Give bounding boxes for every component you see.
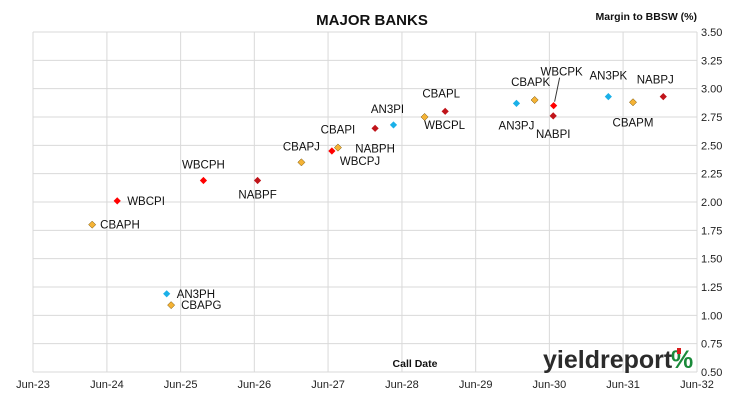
data-point-nabpi xyxy=(549,112,557,120)
data-point-cbapg xyxy=(167,301,176,310)
x-tick-label: Jun-30 xyxy=(533,379,567,391)
logo-red-accent xyxy=(677,348,681,354)
point-label-cbaph: CBAPH xyxy=(100,220,140,232)
grid xyxy=(32,31,698,373)
x-tick-label: Jun-28 xyxy=(385,379,419,391)
data-point-cbapk xyxy=(530,96,539,104)
point-label-cbapj: CBAPJ xyxy=(283,141,320,153)
point-label-wbcph: WBCPH xyxy=(182,159,225,171)
point-label-nabph: NABPH xyxy=(355,143,395,155)
point-label-wbcpj: WBCPJ xyxy=(340,156,380,168)
data-point-nabpf xyxy=(253,176,262,185)
point-label-an3pk: AN3PK xyxy=(589,71,627,83)
data-point-nabpj xyxy=(659,93,667,101)
y-tick-label: 3.50 xyxy=(701,27,722,39)
data-point-wbcpl xyxy=(420,113,429,121)
point-label-wbcpk: WBCPK xyxy=(541,67,584,79)
point-label-nabpi: NABPI xyxy=(536,129,571,141)
point-label-nabpf: NABPF xyxy=(238,189,276,201)
data-point-an3pk xyxy=(604,93,612,101)
data-point-an3pi xyxy=(389,121,398,129)
point-label-cbapm: CBAPM xyxy=(613,117,654,129)
yieldreport-logo: yieldreport % xyxy=(543,346,693,374)
chart-title: MAJOR BANKS xyxy=(316,12,428,29)
point-label-an3pi: AN3PI xyxy=(371,104,404,116)
data-point-cbapj xyxy=(297,158,306,167)
y-tick-label: 3.25 xyxy=(701,55,722,67)
point-label-wbcpi: WBCPI xyxy=(127,196,165,208)
y-tick-label: 2.50 xyxy=(701,140,722,152)
point-label-cbapg: CBAPG xyxy=(181,300,221,312)
data-point-cbapm xyxy=(629,98,637,107)
x-tick-label: Jun-25 xyxy=(164,379,198,391)
x-tick-label: Jun-31 xyxy=(606,379,640,391)
logo-wordmark: yieldreport xyxy=(543,346,673,374)
x-tick-label: Jun-32 xyxy=(680,379,714,391)
x-tick-label: Jun-24 xyxy=(90,379,124,391)
y-tick-label: 1.00 xyxy=(701,310,722,322)
point-label-nabpj: NABPJ xyxy=(637,75,674,87)
data-point-nabph xyxy=(371,124,379,132)
point-label-an3ph: AN3PH xyxy=(177,289,215,301)
y-axis-title: Margin to BBSW (%) xyxy=(596,11,698,23)
data-points xyxy=(88,93,667,310)
y-tick-label: 3.00 xyxy=(701,84,722,96)
data-point-cbapl xyxy=(441,107,449,115)
x-tick-label: Jun-26 xyxy=(238,379,272,391)
data-point-cbapi xyxy=(333,143,342,152)
point-label-cbapi: CBAPI xyxy=(321,125,356,137)
point-label-cbapk: CBAPK xyxy=(511,77,550,89)
point-label-an3pj: AN3PJ xyxy=(499,120,535,132)
logo-percent-mark: % xyxy=(671,346,693,374)
data-point-wbcpj xyxy=(328,147,336,155)
y-tick-label: 2.25 xyxy=(701,169,722,181)
x-tick-label: Jun-23 xyxy=(16,379,50,391)
leader-line-wbcpk xyxy=(554,77,561,102)
data-point-wbcpi xyxy=(113,197,121,205)
data-point-cbaph xyxy=(88,220,97,229)
x-tick-label: Jun-29 xyxy=(459,379,493,391)
data-point-an3ph xyxy=(163,290,171,298)
data-point-wbcph xyxy=(199,176,208,185)
data-point-wbcpk xyxy=(550,102,558,110)
y-tick-label: 2.00 xyxy=(701,197,722,209)
y-tick-label: 2.75 xyxy=(701,112,722,124)
x-axis-title: Call Date xyxy=(393,358,438,370)
y-tick-label: 1.50 xyxy=(701,254,722,266)
x-axis-ticks: Jun-23 Jun-24 Jun-25 Jun-26 Jun-27 Jun-28 Jun-… xyxy=(16,379,714,391)
point-label-cbapl: CBAPL xyxy=(422,88,460,100)
point-label-wbcpl: WBCPL xyxy=(424,120,466,132)
x-tick-label: Jun-27 xyxy=(311,379,345,391)
y-tick-label: 1.75 xyxy=(701,225,722,237)
y-tick-label: 0.50 xyxy=(701,367,722,379)
data-point-an3pj xyxy=(512,99,521,107)
y-axis-ticks: 0.50 0.75 1.00 1.25 1.50 1.75 2.00 2.25 2.50 2.75… xyxy=(701,27,722,379)
y-tick-label: 1.25 xyxy=(701,282,722,294)
y-tick-label: 0.75 xyxy=(701,339,722,351)
